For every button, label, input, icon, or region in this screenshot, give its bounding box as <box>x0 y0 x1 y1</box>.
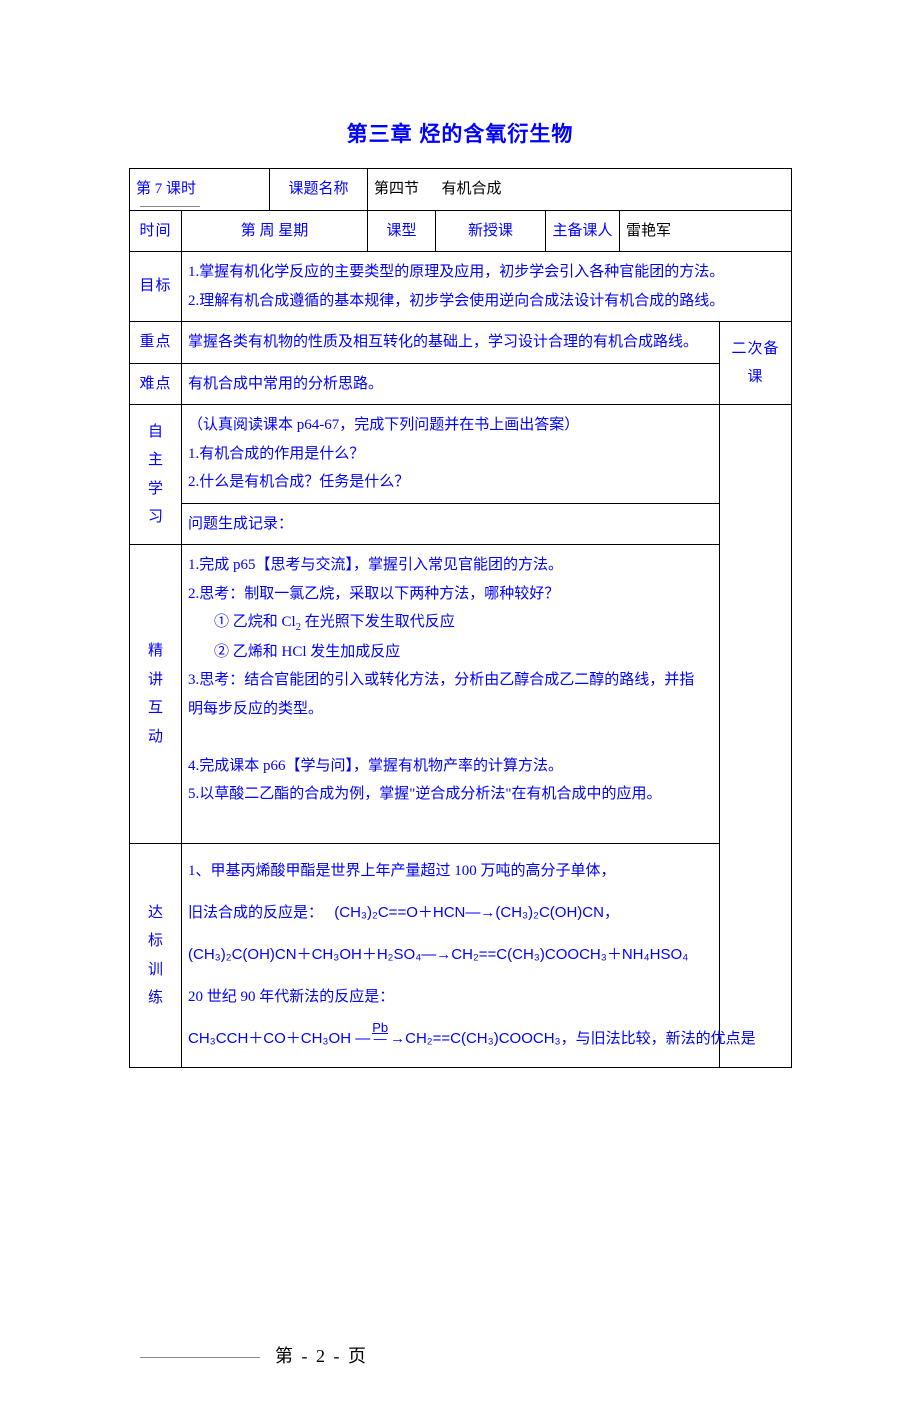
selfstudy-label: 自主学习 <box>130 405 182 545</box>
type-label: 课型 <box>368 210 436 252</box>
topic-label: 课题名称 <box>270 169 368 211</box>
row-selfstudy-body: 自主学习 （认真阅读课本 p64-67，完成下列问题并在书上画出答案） 1.有机… <box>130 405 792 504</box>
goal-text: 1.掌握有机化学反应的主要类型的原理及应用，初步学会引入各种官能团的方法。 2.… <box>182 252 792 322</box>
row-difficult: 难点 有机合成中常用的分析思路。 <box>130 363 792 405</box>
type-value: 新授课 <box>436 210 546 252</box>
lesson-plan-table: 第 7 课时 课题名称 第四节 有机合成 时间 第 周 星期 课型 新授课 主备… <box>129 168 792 1068</box>
keypoint-label: 重点 <box>130 322 182 364</box>
page-content: 第 7 课时 课题名称 第四节 有机合成 时间 第 周 星期 课型 新授课 主备… <box>129 168 791 1068</box>
author-value: 雷艳军 <box>620 210 792 252</box>
difficult-label: 难点 <box>130 363 182 405</box>
time-value: 第 周 星期 <box>182 210 368 252</box>
row-lecture: 精讲互动 1.完成 p65【思考与交流】，掌握引入常见官能团的方法。 2.思考：… <box>130 545 792 844</box>
lecture-label: 精讲互动 <box>130 545 182 844</box>
footer-rule <box>140 1357 260 1358</box>
keypoint-text: 掌握各类有机物的性质及相互转化的基础上，学习设计合理的有机合成路线。 <box>182 322 720 364</box>
row-practice: 达标训练 1、甲基丙烯酸甲酯是世界上年产量超过 100 万吨的高分子单体， 旧法… <box>130 844 792 1067</box>
row-lesson-title: 第 7 课时 课题名称 第四节 有机合成 <box>130 169 792 211</box>
lesson-number: 第 7 课时 <box>130 169 270 211</box>
lecture-content: 1.完成 p65【思考与交流】，掌握引入常见官能团的方法。 2.思考：制取一氯乙… <box>182 545 720 844</box>
practice-label: 达标训练 <box>130 844 182 1068</box>
selfstudy-record: 问题生成记录： <box>182 503 720 545</box>
selfstudy-content: （认真阅读课本 p64-67，完成下列问题并在书上画出答案） 1.有机合成的作用… <box>182 405 720 504</box>
row-meta: 时间 第 周 星期 课型 新授课 主备课人 雷艳军 <box>130 210 792 252</box>
time-label: 时间 <box>130 210 182 252</box>
sidebar-note-label: 二次备课 <box>720 322 792 405</box>
row-goal: 目标 1.掌握有机化学反应的主要类型的原理及应用，初步学会引入各种官能团的方法。… <box>130 252 792 322</box>
page-title: 第三章 烃的含氧衍生物 <box>0 118 920 148</box>
row-keypoint: 重点 掌握各类有机物的性质及相互转化的基础上，学习设计合理的有机合成路线。 二次… <box>130 322 792 364</box>
practice-content: 1、甲基丙烯酸甲酯是世界上年产量超过 100 万吨的高分子单体， 旧法合成的反应… <box>182 844 720 1067</box>
sidebar-note-area <box>720 405 792 1068</box>
author-label: 主备课人 <box>546 210 620 252</box>
topic-name: 第四节 有机合成 <box>368 169 792 211</box>
difficult-text: 有机合成中常用的分析思路。 <box>182 363 720 405</box>
page-number: 第 - 2 - 页 <box>275 1342 368 1368</box>
goal-label: 目标 <box>130 252 182 322</box>
practice-formula-new: CH₃CCH＋CO＋CH₃OH ―Pb―→CH₂==C(CH₃)COOCH₃，与… <box>188 1030 756 1047</box>
row-selfstudy-record: 问题生成记录： <box>130 503 792 545</box>
row-practice-cont <box>130 1066 792 1067</box>
header-rule <box>140 206 200 207</box>
